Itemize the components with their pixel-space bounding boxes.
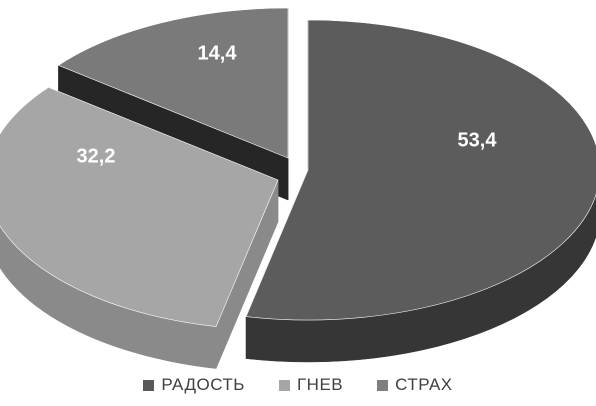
legend-item-fear: СТРАХ	[377, 375, 452, 395]
legend-swatch-joy	[143, 379, 155, 391]
legend-label-fear: СТРАХ	[395, 375, 453, 394]
legend-label-joy: РАДОСТЬ	[161, 375, 245, 394]
data-label-fear: 14,4	[198, 42, 238, 64]
legend-label-anger: ГНЕВ	[296, 375, 344, 394]
slice-anger	[0, 86, 279, 327]
legend-item-anger: ГНЕВ	[278, 375, 344, 395]
data-label-joy: 53,4	[458, 129, 498, 151]
slice-joy	[245, 19, 596, 321]
legend: РАДОСТЬ ГНЕВ СТРАХ	[0, 372, 596, 398]
legend-item-joy: РАДОСТЬ	[143, 375, 245, 395]
legend-swatch-fear	[377, 379, 389, 391]
legend-swatch-anger	[278, 379, 290, 391]
slice-fear	[57, 7, 289, 159]
data-label-anger: 32,2	[77, 145, 116, 167]
